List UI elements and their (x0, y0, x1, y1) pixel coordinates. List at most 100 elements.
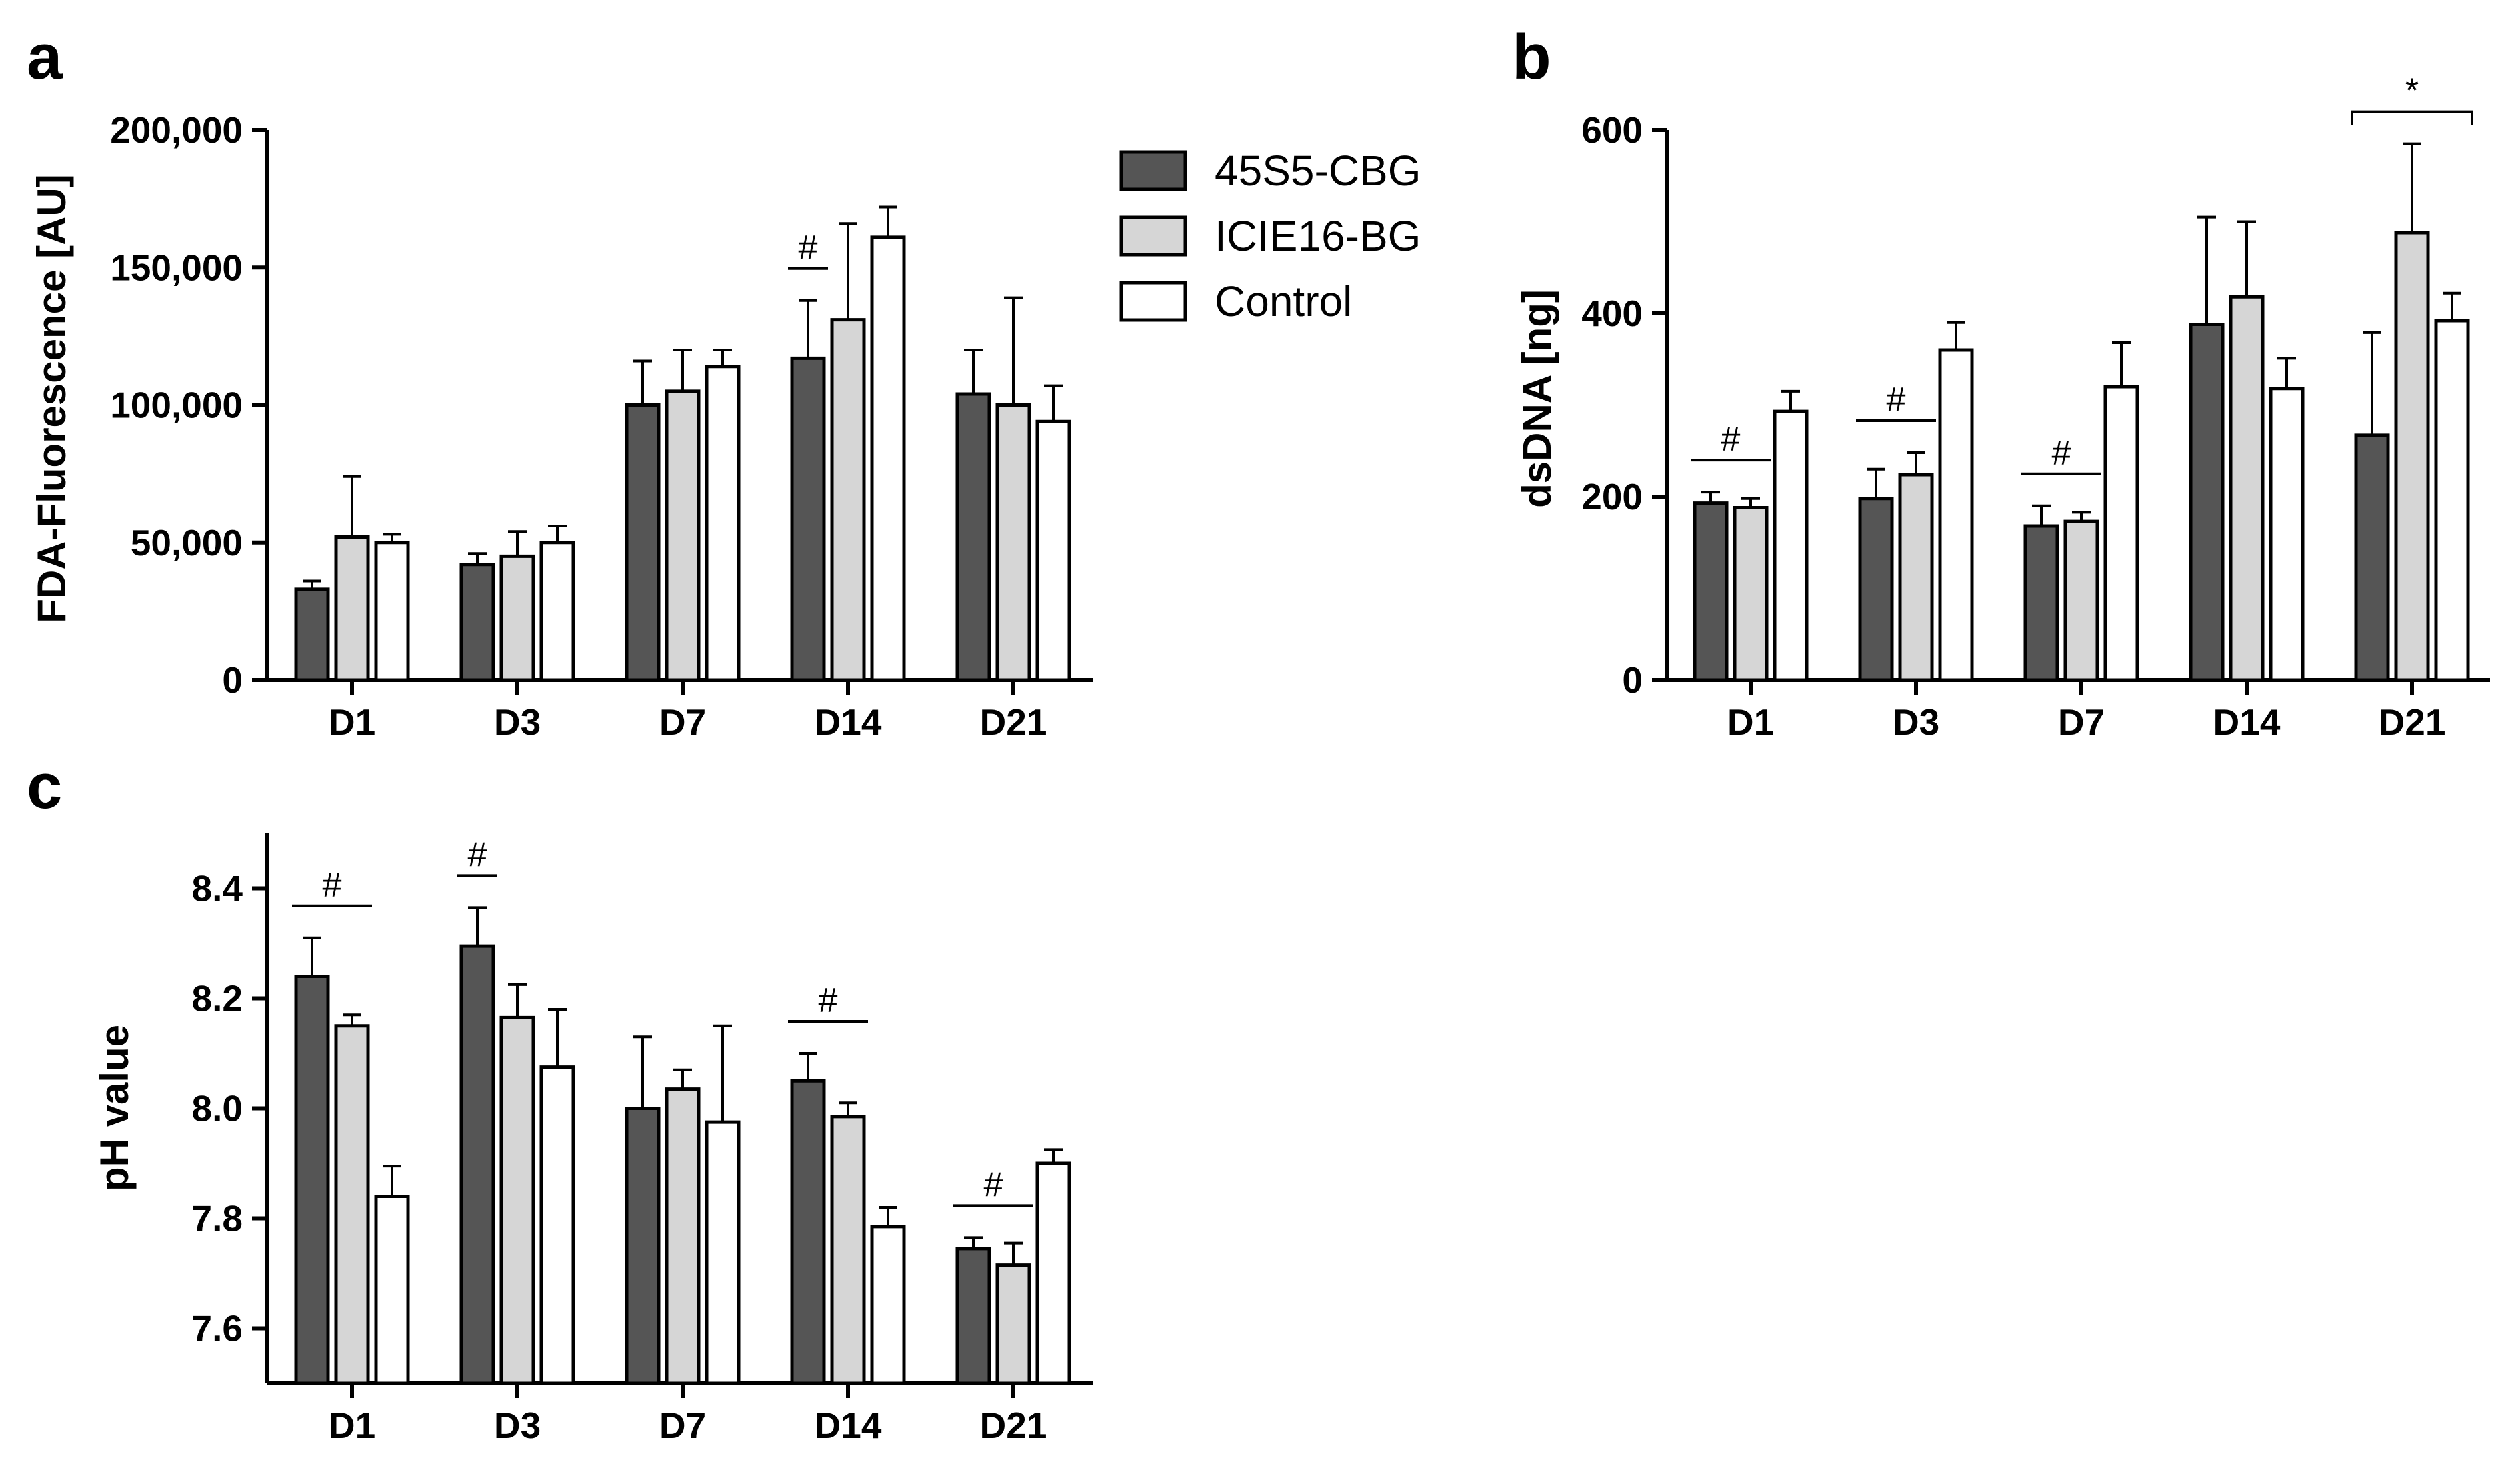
y-tick-label: 200 (1581, 476, 1643, 517)
bar (294, 975, 330, 1385)
bar (2229, 295, 2265, 682)
y-tick-label: 8.4 (192, 868, 243, 909)
panel-label: a (27, 21, 63, 93)
x-tick-label: D3 (494, 1405, 541, 1446)
panel-label: b (1512, 21, 1551, 93)
bar (334, 535, 370, 682)
bar (2354, 433, 2390, 682)
y-axis-title: dsDNA [ng] (1515, 289, 1559, 508)
bar (374, 541, 410, 682)
error-bar (1044, 1148, 1063, 1163)
error-bar (343, 1013, 361, 1026)
bar (2103, 385, 2139, 682)
bar (1035, 1161, 1071, 1385)
bar (459, 944, 495, 1385)
chart-panel-b: 0 200 400 600 D1 D3 D7 D14 D21 # # # * (1581, 72, 2490, 743)
error-bar (383, 533, 401, 543)
bar (830, 318, 866, 682)
bar (294, 587, 330, 682)
error-bar (2197, 215, 2216, 325)
y-tick-label: 7.8 (192, 1198, 243, 1239)
x-tick-label: D21 (2379, 701, 2446, 743)
bar (830, 1115, 866, 1385)
bar (374, 1195, 410, 1385)
x-tick-label: D3 (494, 701, 541, 743)
x-tick-label: D3 (1893, 701, 1939, 743)
y-tick-label: 400 (1581, 293, 1643, 334)
bar (955, 1247, 991, 1385)
y-tick-label: 600 (1581, 109, 1643, 151)
error-bar (303, 936, 321, 977)
bar (870, 1225, 906, 1385)
legend-label: Control (1215, 277, 1352, 325)
error-bar (468, 552, 487, 565)
error-bar (1907, 451, 1925, 475)
error-bar (1741, 497, 1760, 508)
bar (790, 1079, 826, 1385)
x-tick-label: D1 (329, 1405, 375, 1446)
error-bar (713, 349, 732, 367)
x-tick-label: D7 (659, 701, 706, 743)
bar (705, 365, 741, 682)
bar (1858, 497, 1894, 682)
error-bar (673, 1068, 692, 1089)
error-bar (2443, 291, 2461, 321)
error-bar (2237, 220, 2256, 297)
panel-label: c (27, 751, 62, 822)
x-tick-label: D21 (980, 701, 1047, 743)
legend-label: 45S5-CBG (1215, 147, 1421, 195)
error-bar (548, 525, 567, 543)
error-bar (673, 349, 692, 391)
error-bar (839, 1101, 857, 1117)
bar (995, 1263, 1031, 1385)
chart-panel-c: 7.6 7.8 8.0 8.2 8.4 D1 D3 D7 D14 D21 # # # # (192, 833, 1093, 1446)
significance-marker: # (1887, 381, 1906, 419)
error-bar (1044, 384, 1063, 422)
error-bar (799, 299, 817, 359)
error-bar (468, 906, 487, 947)
legend: 45S5-CBG ICIE16-BG Control (1119, 147, 1421, 325)
error-bar (1701, 491, 1720, 503)
y-tick-label: 100,000 (110, 385, 243, 426)
error-bar (839, 222, 857, 320)
error-bar (964, 1236, 983, 1249)
bar (499, 1015, 535, 1385)
bar (499, 554, 535, 682)
x-tick-label: D7 (659, 1405, 706, 1446)
significance-marker: # (819, 981, 838, 1020)
error-bar (633, 359, 652, 405)
error-bar (2072, 511, 2091, 522)
error-bar (1867, 467, 1885, 499)
bar (539, 541, 575, 682)
significance-marker: # (984, 1165, 1003, 1204)
significance-marker: # (1721, 420, 1741, 459)
error-bar (303, 579, 321, 589)
bar (1733, 506, 1769, 682)
error-bar (879, 1206, 897, 1227)
y-axis-title: FDA-Fluorescence [AU] (29, 174, 74, 623)
error-bar (633, 1035, 652, 1109)
bar (1035, 419, 1071, 682)
error-bar (2363, 331, 2381, 435)
x-tick-label: D14 (2213, 701, 2281, 743)
y-tick-label: 200,000 (110, 109, 243, 151)
bar (665, 1087, 701, 1385)
error-bar (1781, 389, 1800, 412)
bar (1773, 409, 1809, 682)
error-bar (2403, 142, 2421, 233)
bar (790, 356, 826, 682)
significance-marker: # (468, 835, 487, 874)
legend-swatch (1119, 215, 1187, 257)
x-tick-label: D21 (980, 1405, 1047, 1446)
y-tick-label: 50,000 (131, 522, 243, 563)
error-bar (508, 530, 527, 557)
x-tick-label: D1 (329, 701, 375, 743)
bar (2063, 519, 2099, 682)
legend-swatch (1119, 281, 1187, 322)
x-tick-label: D7 (2058, 701, 2105, 743)
bar (705, 1120, 741, 1385)
y-tick-label: 8.0 (192, 1088, 243, 1129)
x-tick-label: D14 (815, 1405, 882, 1446)
error-bar (343, 475, 361, 537)
bar (1938, 348, 1974, 682)
